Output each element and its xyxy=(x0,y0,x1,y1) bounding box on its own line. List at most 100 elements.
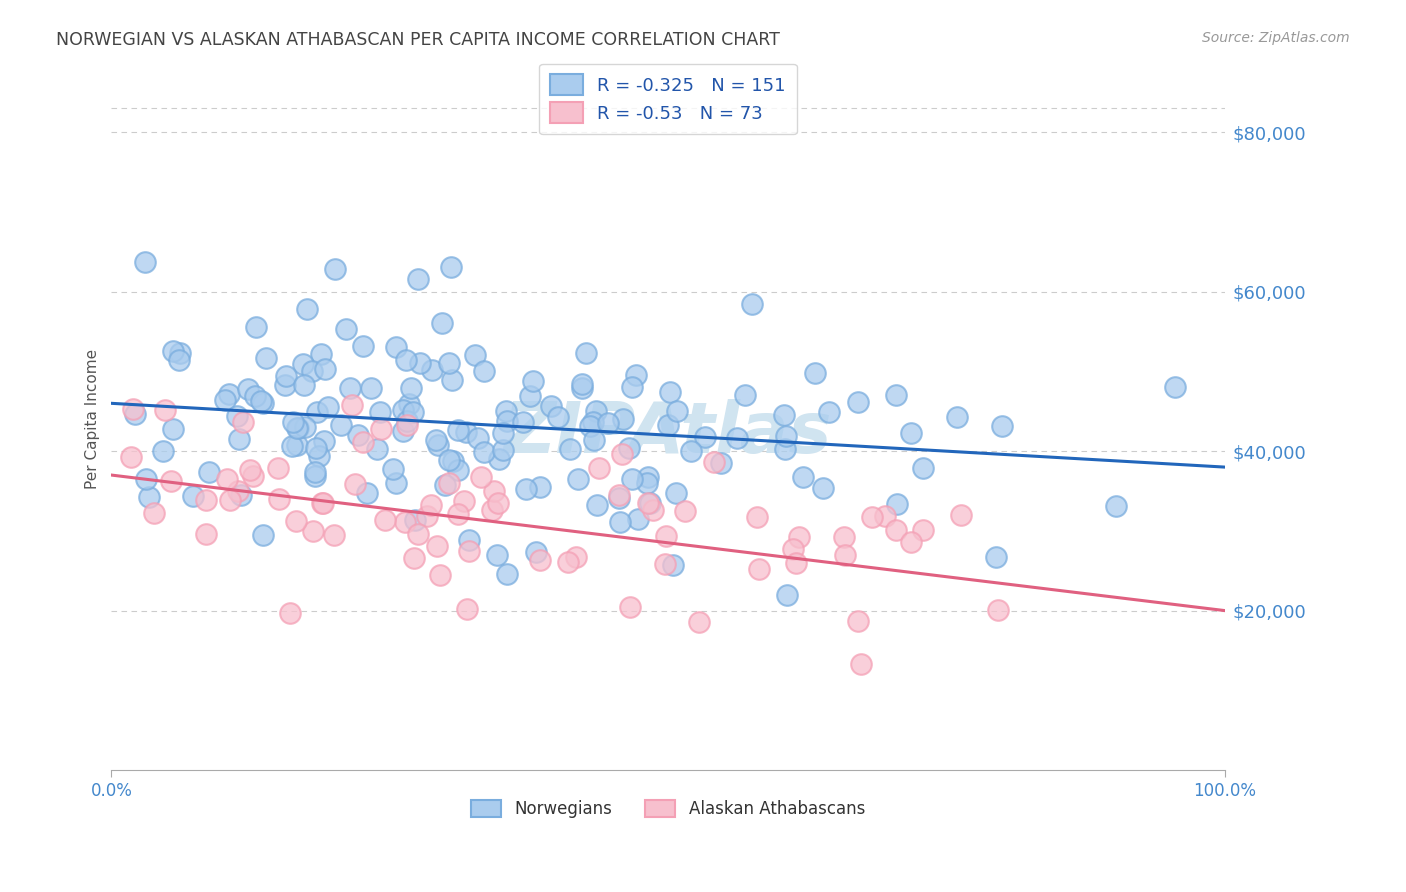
Point xyxy=(309,346,332,360)
Point xyxy=(195,493,218,508)
Point xyxy=(429,568,451,582)
Point xyxy=(344,477,367,491)
Point xyxy=(396,414,419,428)
Point xyxy=(467,431,489,445)
Point xyxy=(304,465,326,479)
Point xyxy=(571,377,593,392)
Point xyxy=(409,356,432,370)
Point xyxy=(440,260,463,275)
Point xyxy=(406,272,429,286)
Point xyxy=(243,389,266,403)
Point xyxy=(323,261,346,276)
Point xyxy=(252,528,274,542)
Point xyxy=(481,502,503,516)
Point xyxy=(832,530,855,544)
Point xyxy=(426,539,449,553)
Point xyxy=(404,512,426,526)
Point xyxy=(370,405,392,419)
Point xyxy=(557,555,579,569)
Point xyxy=(228,432,250,446)
Point xyxy=(356,485,378,500)
Point xyxy=(382,462,405,476)
Point xyxy=(787,530,810,544)
Point xyxy=(612,447,634,461)
Point xyxy=(817,404,839,418)
Point xyxy=(384,476,406,491)
Point xyxy=(834,548,856,562)
Text: Source: ZipAtlas.com: Source: ZipAtlas.com xyxy=(1202,31,1350,45)
Point xyxy=(281,415,304,429)
Point xyxy=(305,441,328,455)
Point xyxy=(571,381,593,395)
Point xyxy=(152,443,174,458)
Point xyxy=(456,601,478,615)
Point xyxy=(314,362,336,376)
Point xyxy=(637,496,659,510)
Point xyxy=(447,463,470,477)
Point xyxy=(582,433,605,447)
Point xyxy=(740,297,762,311)
Point xyxy=(215,472,238,486)
Point xyxy=(598,417,620,431)
Point xyxy=(710,456,733,470)
Point xyxy=(311,495,333,509)
Point xyxy=(439,356,461,370)
Point xyxy=(122,401,145,416)
Point xyxy=(496,414,519,428)
Point xyxy=(124,407,146,421)
Point xyxy=(304,469,326,483)
Point xyxy=(181,489,204,503)
Point xyxy=(162,422,184,436)
Point xyxy=(454,425,477,439)
Point xyxy=(873,508,896,523)
Point xyxy=(748,562,770,576)
Point xyxy=(782,541,804,556)
Point xyxy=(311,496,333,510)
Point xyxy=(160,474,183,488)
Point xyxy=(392,402,415,417)
Point xyxy=(385,340,408,354)
Point xyxy=(495,404,517,418)
Point xyxy=(987,603,1010,617)
Point xyxy=(695,430,717,444)
Point xyxy=(657,418,679,433)
Point xyxy=(745,510,768,524)
Point xyxy=(219,493,242,508)
Point xyxy=(519,388,541,402)
Point xyxy=(252,395,274,409)
Point xyxy=(679,443,702,458)
Point xyxy=(457,544,479,558)
Point xyxy=(433,478,456,492)
Point xyxy=(776,588,799,602)
Point xyxy=(884,388,907,402)
Point xyxy=(426,438,449,452)
Point xyxy=(526,545,548,559)
Point xyxy=(441,453,464,467)
Point xyxy=(134,255,156,269)
Point xyxy=(785,556,807,570)
Point xyxy=(665,486,688,500)
Point xyxy=(138,490,160,504)
Point xyxy=(612,411,634,425)
Point xyxy=(792,469,814,483)
Point xyxy=(396,417,419,432)
Point xyxy=(269,492,291,507)
Point xyxy=(278,606,301,620)
Point xyxy=(291,358,314,372)
Point xyxy=(474,445,496,459)
Point xyxy=(512,415,534,429)
Point xyxy=(547,409,569,424)
Point xyxy=(374,513,396,527)
Point xyxy=(472,364,495,378)
Text: NORWEGIAN VS ALASKAN ATHABASCAN PER CAPITA INCOME CORRELATION CHART: NORWEGIAN VS ALASKAN ATHABASCAN PER CAPI… xyxy=(56,31,780,49)
Point xyxy=(775,429,797,443)
Point xyxy=(703,455,725,469)
Point xyxy=(775,442,797,456)
Point xyxy=(575,346,598,360)
Point xyxy=(447,423,470,437)
Point xyxy=(949,508,972,523)
Point xyxy=(305,405,328,419)
Point xyxy=(585,498,607,512)
Point xyxy=(565,550,588,565)
Point xyxy=(162,343,184,358)
